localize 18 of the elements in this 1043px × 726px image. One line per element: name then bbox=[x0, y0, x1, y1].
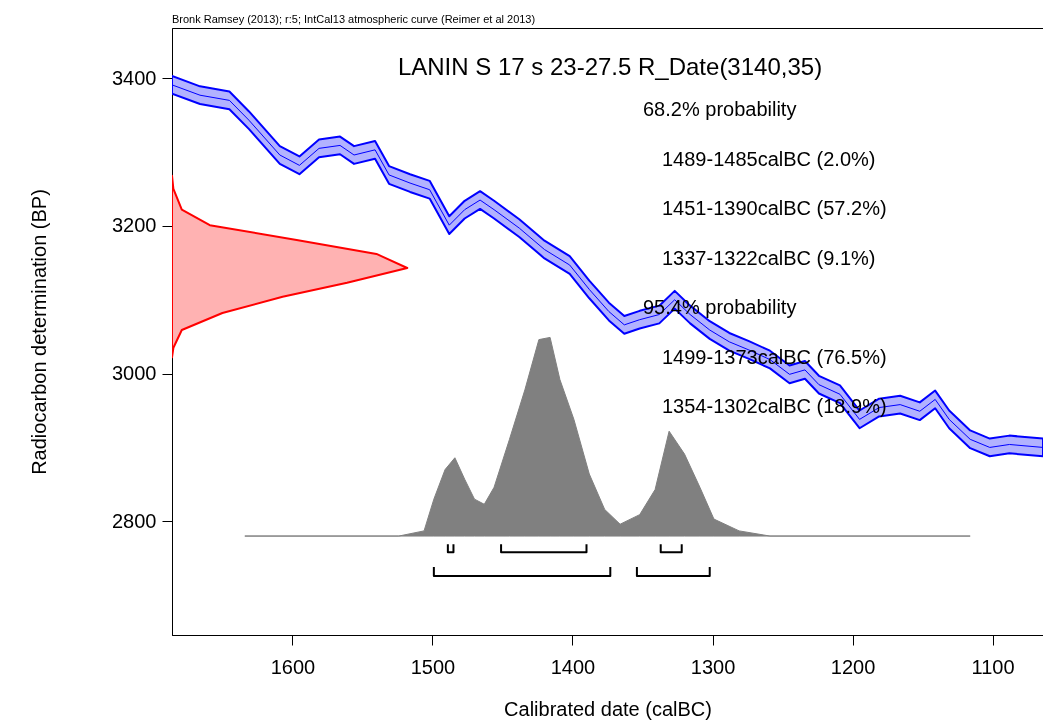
y-tick-label: 2800 bbox=[112, 509, 157, 532]
x-tick-label: 1500 bbox=[410, 655, 456, 678]
x-axis-title: Calibrated date (calBC) bbox=[504, 697, 712, 720]
annotation: 1451-1390calBC (57.2%) bbox=[662, 197, 887, 219]
x-tick-label: 1200 bbox=[830, 655, 876, 678]
y-tick-label: 3200 bbox=[112, 214, 157, 237]
y-axis-title: Radiocarbon determination (BP) bbox=[28, 189, 51, 475]
annotation: 68.2% probability bbox=[643, 98, 797, 120]
annotation: 1489-1485calBC (2.0%) bbox=[662, 147, 876, 170]
x-tick-label: 1600 bbox=[270, 655, 316, 678]
y-tick-label: 3000 bbox=[112, 362, 157, 385]
text: LANIN S 17 s 23-27.5 R_Date(3140,35) bbox=[397, 53, 823, 80]
y-tick-label: 3400 bbox=[112, 66, 157, 89]
x-tick-label: 1100 bbox=[971, 655, 1015, 678]
x-tick-label: 1300 bbox=[690, 655, 736, 678]
x-tick-label: 1400 bbox=[550, 655, 596, 678]
text: Bronk Ramsey (2013); r:5; IntCal13 atmospheric curve (Reimer et al 2013) bbox=[172, 13, 536, 25]
annotation: 1337-1322calBC (9.1%) bbox=[662, 246, 876, 269]
